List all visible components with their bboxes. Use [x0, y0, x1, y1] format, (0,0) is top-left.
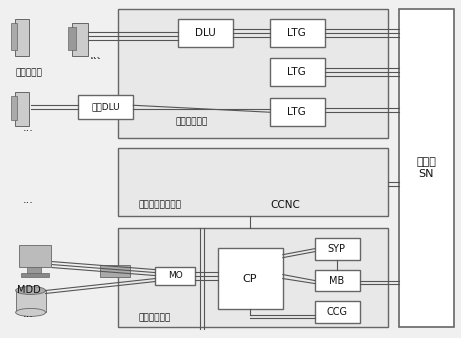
Text: 其它交换机: 其它交换机 [15, 68, 42, 77]
Text: LTG: LTG [287, 107, 306, 117]
Text: ...: ... [23, 123, 34, 133]
Text: MDD: MDD [17, 285, 41, 294]
Text: MB: MB [329, 275, 344, 286]
Text: LTG: LTG [287, 28, 306, 38]
Ellipse shape [16, 308, 46, 316]
Bar [118, 9, 388, 138]
Bar [218, 248, 283, 309]
Text: DLU: DLU [195, 28, 215, 38]
Bar [21, 272, 48, 276]
Bar [100, 265, 130, 276]
Bar [27, 267, 41, 272]
Text: ...: ... [23, 309, 34, 319]
Text: 交换网
SN: 交换网 SN [416, 157, 437, 179]
Text: 远端DLU: 远端DLU [91, 103, 120, 112]
Bar [11, 96, 17, 120]
Text: ...: ... [89, 49, 101, 62]
Bar [69, 27, 77, 50]
Text: CCNC: CCNC [270, 200, 300, 210]
Bar [16, 290, 46, 312]
Text: ...: ... [23, 195, 34, 205]
Bar [15, 92, 29, 126]
Text: CCG: CCG [326, 307, 347, 317]
Text: SYP: SYP [328, 244, 346, 254]
Text: MO: MO [168, 271, 183, 280]
Bar [72, 23, 89, 56]
Bar [270, 19, 325, 47]
Text: ...: ... [90, 50, 101, 61]
Text: CP: CP [242, 273, 257, 284]
Text: 存取接口单元: 存取接口单元 [175, 118, 207, 127]
Bar [15, 19, 29, 56]
Text: 公共信道信令单元: 公共信道信令单元 [138, 200, 181, 209]
Bar [315, 301, 360, 323]
Bar [118, 228, 388, 327]
Bar [78, 95, 133, 119]
Text: LTG: LTG [287, 67, 306, 77]
Bar [11, 23, 17, 50]
Bar [315, 270, 360, 291]
Bar [400, 9, 455, 327]
Bar [270, 98, 325, 126]
Bar [178, 19, 233, 47]
Bar [118, 148, 388, 216]
Bar [155, 267, 195, 285]
Ellipse shape [16, 287, 46, 294]
Bar [18, 245, 51, 267]
Bar [270, 58, 325, 86]
Text: 协调处理单元: 协调处理单元 [138, 313, 171, 322]
Bar [315, 238, 360, 260]
